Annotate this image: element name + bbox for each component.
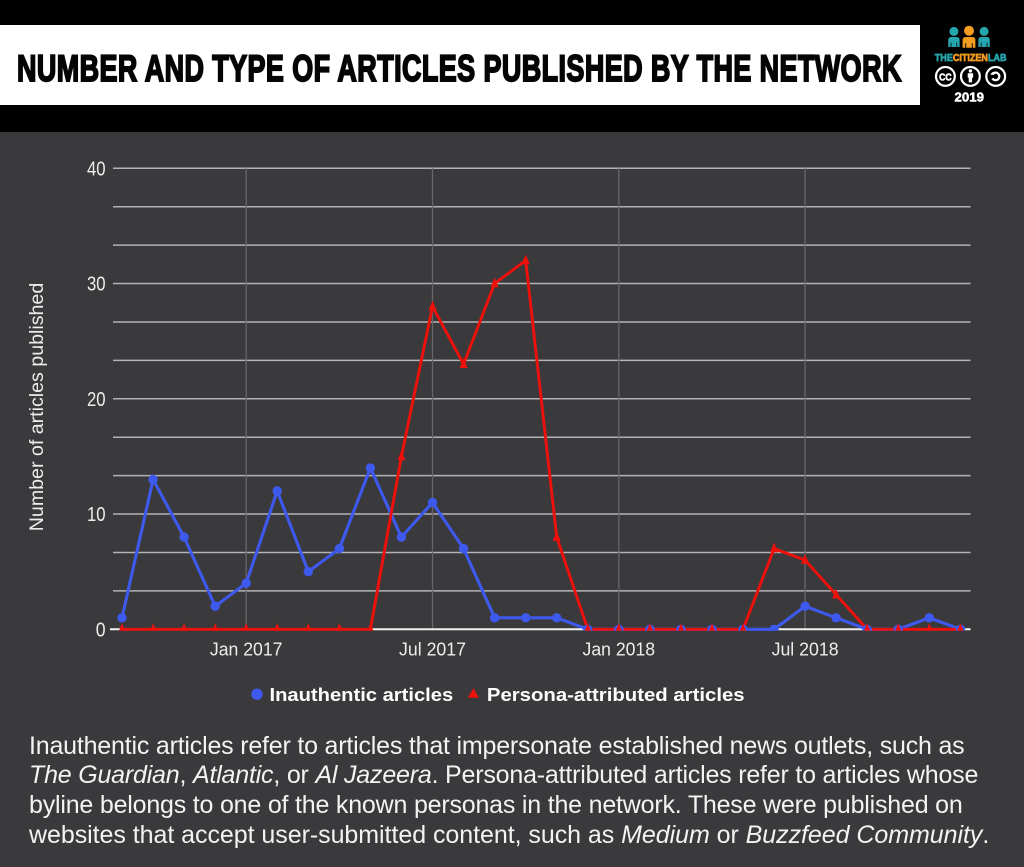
svg-text:Persona-attributed articles: Persona-attributed articles [487, 684, 745, 705]
svg-text:10: 10 [87, 504, 106, 526]
svg-text:40: 40 [87, 158, 106, 180]
svg-text:30: 30 [87, 274, 106, 296]
svg-text:20: 20 [87, 389, 106, 411]
svg-text:Number of articles published: Number of articles published [27, 283, 48, 532]
svg-text:Inauthentic articles: Inauthentic articles [270, 684, 454, 705]
svg-text:CC: CC [939, 71, 952, 83]
svg-text:THECITIZENLAB: THECITIZENLAB [935, 52, 1007, 64]
svg-text:Jan 2017: Jan 2017 [210, 640, 283, 660]
svg-text:Jul 2018: Jul 2018 [772, 640, 839, 660]
svg-text:0: 0 [96, 619, 106, 641]
svg-text:Jan 2018: Jan 2018 [583, 640, 656, 660]
svg-text:Jul 2017: Jul 2017 [399, 640, 466, 660]
svg-text:2019: 2019 [955, 90, 985, 105]
